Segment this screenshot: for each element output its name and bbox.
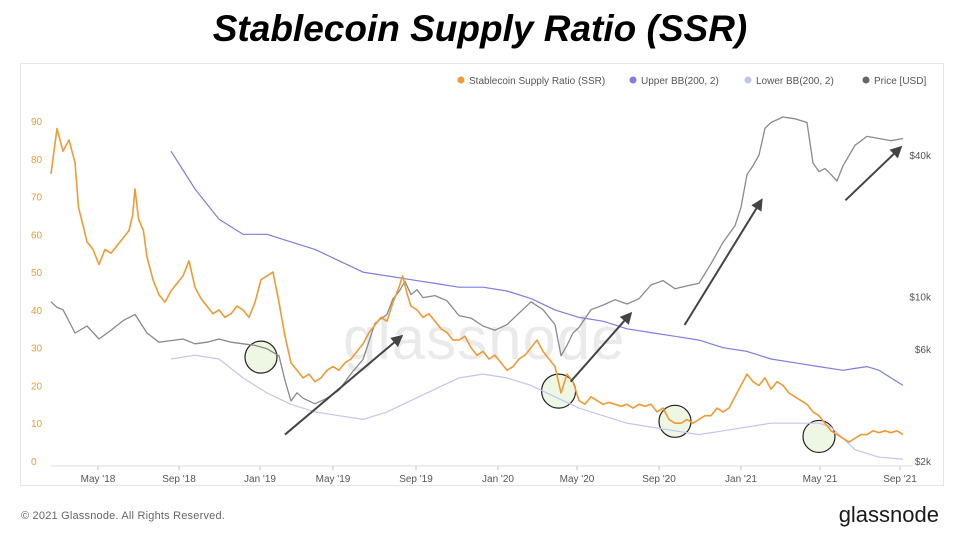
- y-left-tick-90: 90: [31, 117, 43, 128]
- x-tick-label: Sep '18: [162, 474, 196, 485]
- highlight-circles: [244, 340, 836, 454]
- x-axis: May '18 Sep '18 Jan '19 May '19 Sep '19 Jan '…: [51, 465, 917, 485]
- page-title: Stablecoin Supply Ratio (SSR): [212, 8, 748, 49]
- highlight-circle: [802, 419, 836, 454]
- legend-item: Stablecoin Supply Ratio (SSR): [469, 76, 605, 87]
- watermark: glassnode: [343, 305, 626, 372]
- y-right-tick-6k: $6k: [915, 345, 932, 356]
- x-tick-label: Jan '21: [725, 474, 757, 485]
- trend-arrow: [569, 311, 633, 383]
- series-lines: [50, 116, 904, 460]
- series-line-lower-bb-200-2-: [170, 354, 904, 460]
- x-tick-label: May '19: [316, 474, 351, 485]
- trend-arrow: [284, 334, 404, 436]
- y-left-tick-0: 0: [31, 457, 37, 468]
- x-tick-label: Sep '21: [883, 474, 917, 485]
- x-tick-label: May '21: [803, 474, 838, 485]
- series-line-price-usd-: [50, 116, 904, 405]
- y-left-tick-80: 80: [31, 155, 43, 166]
- x-tick-label: Sep '19: [399, 474, 433, 485]
- x-tick-label: May '18: [81, 474, 116, 485]
- trend-arrow: [844, 145, 903, 202]
- chart-panel: glassnode Stablecoin Supply Ratio (SSR) U…: [20, 63, 944, 486]
- legend-marker: [862, 76, 870, 84]
- y-left-tick-10: 10: [31, 419, 43, 430]
- y-right-tick-40k: $40k: [909, 151, 932, 162]
- y-left-tick-70: 70: [31, 193, 43, 204]
- y-left-tick-60: 60: [31, 230, 43, 241]
- legend-item: Upper BB(200, 2): [641, 76, 719, 87]
- legend-marker: [629, 76, 637, 84]
- y-right-tick-2k: $2k: [915, 457, 932, 468]
- x-tick-label: Jan '20: [482, 474, 514, 485]
- x-tick-label: Sep '20: [642, 474, 676, 485]
- legend: Stablecoin Supply Ratio (SSR) Upper BB(20…: [457, 76, 926, 87]
- series-line-upper-bb-200-2-: [170, 150, 904, 386]
- y-axis-left: 0 10 20 30 40 50 60 70 80 90: [31, 117, 43, 468]
- copyright-text: © 2021 Glassnode. All Rights Reserved.: [21, 510, 226, 522]
- y-left-tick-50: 50: [31, 268, 43, 279]
- y-left-tick-20: 20: [31, 381, 43, 392]
- legend-marker: [744, 76, 752, 84]
- series-line-stablecoin-supply-ratio-ssr-: [50, 127, 904, 443]
- legend-item: Price [USD]: [874, 76, 926, 87]
- x-tick-label: Jan '19: [244, 474, 276, 485]
- y-left-tick-40: 40: [31, 306, 43, 317]
- legend-marker: [457, 76, 465, 84]
- highlight-circle: [244, 340, 278, 374]
- chart-svg: Stablecoin Supply Ratio (SSR) Upper BB(20…: [31, 76, 932, 485]
- trend-arrows: [284, 145, 903, 436]
- y-axis-right: $2k $6k $10k $40k: [909, 151, 932, 468]
- brand-logo: glassnode: [838, 502, 939, 527]
- x-tick-label: May '20: [560, 474, 595, 485]
- legend-item: Lower BB(200, 2): [756, 76, 834, 87]
- y-left-tick-30: 30: [31, 344, 43, 355]
- trend-arrow: [683, 198, 763, 326]
- y-right-tick-10k: $10k: [909, 293, 932, 304]
